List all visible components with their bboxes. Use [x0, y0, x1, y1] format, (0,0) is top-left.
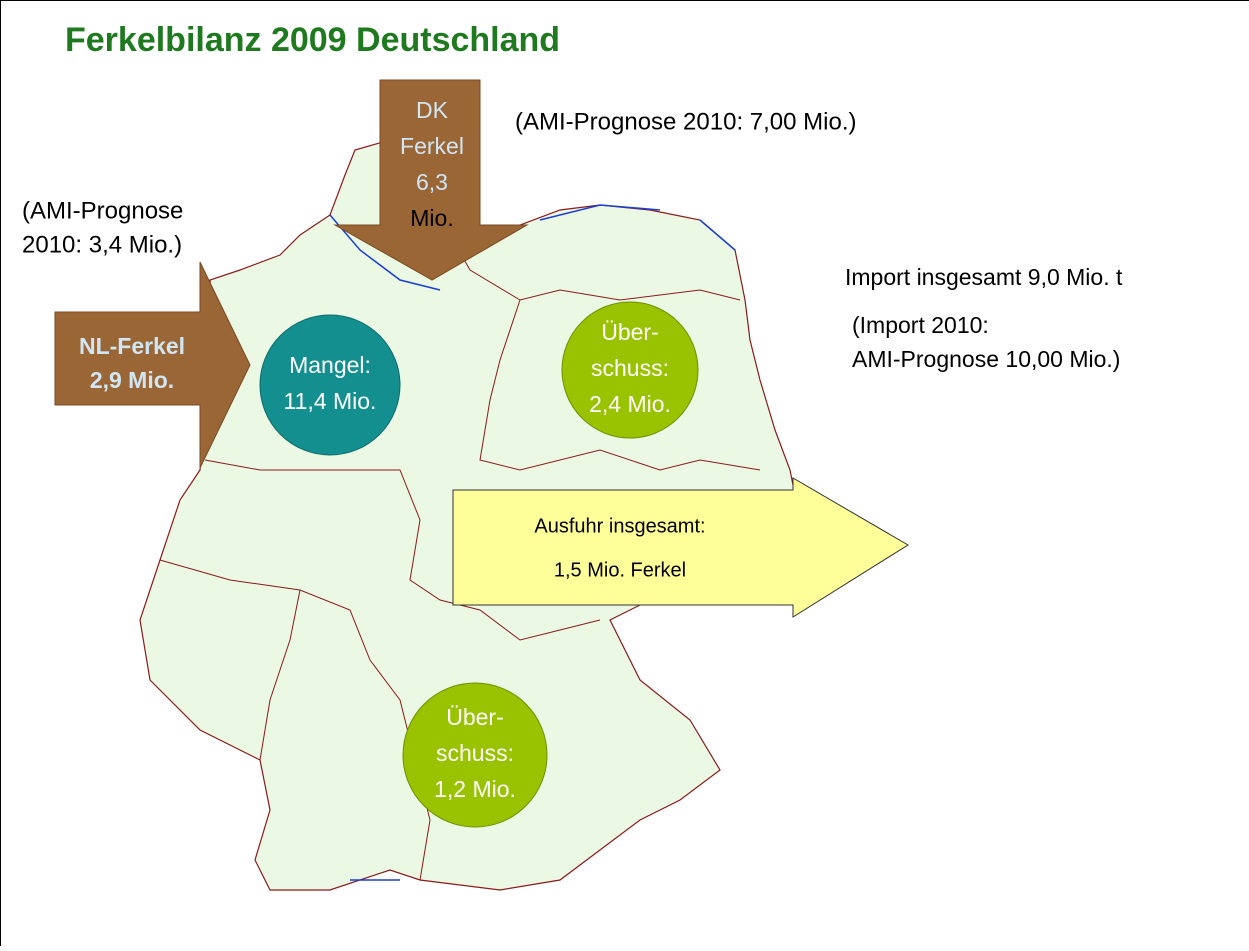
nl-line: NL-Ferkel [79, 333, 185, 359]
circle-line: schuss: [436, 740, 514, 766]
circle-line: 1,2 Mio. [434, 776, 516, 802]
title: Ferkelbilanz 2009 Deutschland [65, 21, 560, 59]
dk-line: 6,3 [416, 169, 448, 195]
nl-line: 2,9 Mio. [90, 367, 174, 393]
circle-line: 11,4 Mio. [284, 388, 377, 414]
nl-forecast-line: 2010: 3,4 Mio.) [22, 231, 182, 258]
dk-line: Mio. [410, 205, 453, 231]
nl-forecast-line: (AMI-Prognose [22, 197, 183, 224]
circle-line: Mangel: [289, 352, 371, 378]
import-forecast-line: (Import 2010: [852, 312, 989, 338]
circle-line: schuss: [591, 355, 669, 381]
export-line: Ausfuhr insgesamt: [534, 515, 705, 537]
deficit-circle [260, 315, 400, 455]
dk-line: DK [416, 97, 449, 123]
import-total: Import insgesamt 9,0 Mio. t [845, 264, 1123, 290]
circle-line: 2,4 Mio. [589, 391, 671, 417]
dk-forecast: (AMI-Prognose 2010: 7,00 Mio.) [515, 108, 857, 135]
export-line: 1,5 Mio. Ferkel [554, 559, 686, 581]
circle-line: Über- [601, 319, 659, 345]
circle-line: Über- [446, 704, 504, 730]
dk-line: Ferkel [400, 133, 464, 159]
import-forecast-line: AMI-Prognose 10,00 Mio.) [852, 346, 1120, 372]
